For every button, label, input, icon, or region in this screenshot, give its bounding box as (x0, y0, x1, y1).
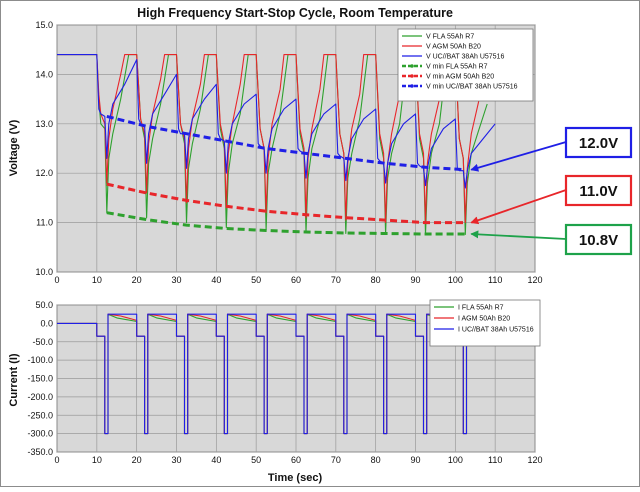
legend-entry-label: V AGM 50Ah B20 (426, 44, 481, 51)
y-tick-label: -100.0 (27, 355, 53, 365)
y-tick-label: -300.0 (27, 429, 53, 439)
legend-entry-label: I UC//BAT 38Ah U57516 (458, 327, 534, 334)
tick-labels: 0 10 20 30 40 50 60 70 80 90 100 110 120 50.0 0.0 -50.0… (27, 300, 542, 465)
x-tick-label: 80 (371, 455, 381, 465)
x-tick-label: 0 (54, 455, 59, 465)
x-tick-label: 20 (132, 275, 142, 285)
x-tick-label: 30 (171, 275, 181, 285)
callout-label: 11.0V (579, 183, 617, 200)
y-tick-label: 11.0 (36, 218, 53, 228)
y-tick-label: -350.0 (27, 447, 53, 457)
tick-labels: 0 10 20 30 40 50 60 70 80 90 100 110 120 10.0 11.0 12.0… (35, 20, 542, 285)
x-tick-label: 120 (527, 455, 542, 465)
x-tick-label: 10 (92, 455, 102, 465)
x-tick-label: 60 (291, 455, 301, 465)
x-tick-label: 70 (331, 455, 341, 465)
gridlines (56, 24, 536, 273)
callout-box (564, 223, 633, 256)
legend-entry-label: V min AGM 50Ah B20 (426, 74, 494, 81)
x-tick-label: 10 (92, 275, 102, 285)
legend-entry-label: V FLA 55Ah R7 (426, 34, 474, 41)
legend-marker (410, 64, 414, 68)
series-line-green-solid (57, 54, 488, 236)
x-tick-label: 110 (488, 275, 502, 285)
legend-entry-label: I AGM 50Ah B20 (458, 316, 510, 323)
y-axis-label: Current (I) (8, 353, 20, 407)
y-tick-label: -150.0 (27, 374, 53, 384)
x-tick-label: 90 (410, 275, 420, 285)
legend-marker (410, 84, 414, 88)
x-tick-label: 70 (331, 275, 341, 285)
x-tick-label: 50 (251, 275, 261, 285)
chart-title: High Frequency Start-Stop Cycle, Room Te… (137, 6, 453, 20)
callout-box (564, 174, 633, 207)
x-tick-label: 120 (527, 275, 542, 285)
x-tick-label: 100 (448, 455, 463, 465)
x-tick-label: 80 (371, 275, 381, 285)
legend: I FLA 55Ah R7 I AGM 50Ah B20 I UC//BAT 38A… (429, 299, 541, 347)
x-tick-label: 60 (291, 275, 301, 285)
series-line-red-solid (57, 54, 488, 224)
series-line-blue-dashed (106, 114, 466, 172)
y-tick-label: -50.0 (32, 337, 53, 347)
x-tick-label: 110 (488, 455, 502, 465)
x-tick-label: 50 (251, 455, 261, 465)
x-tick-label: 20 (132, 455, 142, 465)
series-line-red-dashed (106, 182, 466, 225)
series-line-green-dashed (106, 211, 466, 236)
y-tick-label: 14.0 (35, 69, 53, 79)
y-tick-label: 13.0 (35, 119, 53, 129)
legend-entry-label: V min UC//BAT 38Ah U57516 (426, 84, 518, 91)
y-tick-label: -200.0 (27, 392, 53, 402)
callout-box (564, 126, 633, 159)
voltage-chart: High Frequency Start-Stop Cycle, Room Te… (8, 6, 543, 285)
legend-entry-label: I FLA 55Ah R7 (458, 305, 504, 312)
callout-arrow (470, 141, 567, 172)
callout-arrow (470, 189, 567, 225)
legend-entry-label: V min FLA 55Ah R7 (426, 64, 488, 71)
series-group (57, 54, 496, 236)
x-tick-label: 40 (211, 275, 221, 285)
series-group (57, 313, 496, 435)
y-axis-label: Voltage (V) (8, 119, 20, 176)
x-axis-label: Time (sec) (268, 472, 323, 484)
x-tick-label: 30 (171, 455, 181, 465)
x-tick-label: 40 (211, 455, 221, 465)
callout-arrow (470, 230, 567, 240)
x-tick-label: 0 (54, 275, 59, 285)
y-tick-label: -250.0 (27, 410, 53, 420)
callout-label: 10.8V (579, 232, 618, 249)
x-tick-label: 90 (410, 455, 420, 465)
y-tick-label: 15.0 (35, 20, 53, 30)
y-tick-label: 0.0 (40, 318, 53, 328)
y-tick-label: 10.0 (35, 267, 53, 277)
current-chart: Current (I) Time (sec) 0 10 20 30 40 50 60 70 80… (8, 299, 543, 484)
y-tick-label: 12.0 (35, 168, 53, 178)
x-tick-label: 100 (448, 275, 463, 285)
callouts: 12.0V 11.0V 10.8V (470, 126, 633, 256)
y-tick-label: 50.0 (35, 300, 53, 310)
legend: V FLA 55Ah R7 V AGM 50Ah B20 V UC//BAT 38A… (397, 28, 534, 102)
legend-entry-label: V UC//BAT 38Ah U57516 (426, 54, 504, 61)
legend-box (429, 299, 541, 347)
callout-label: 12.0V (579, 135, 618, 152)
series-line-blue-solid (57, 313, 496, 435)
legend-marker (410, 74, 414, 78)
